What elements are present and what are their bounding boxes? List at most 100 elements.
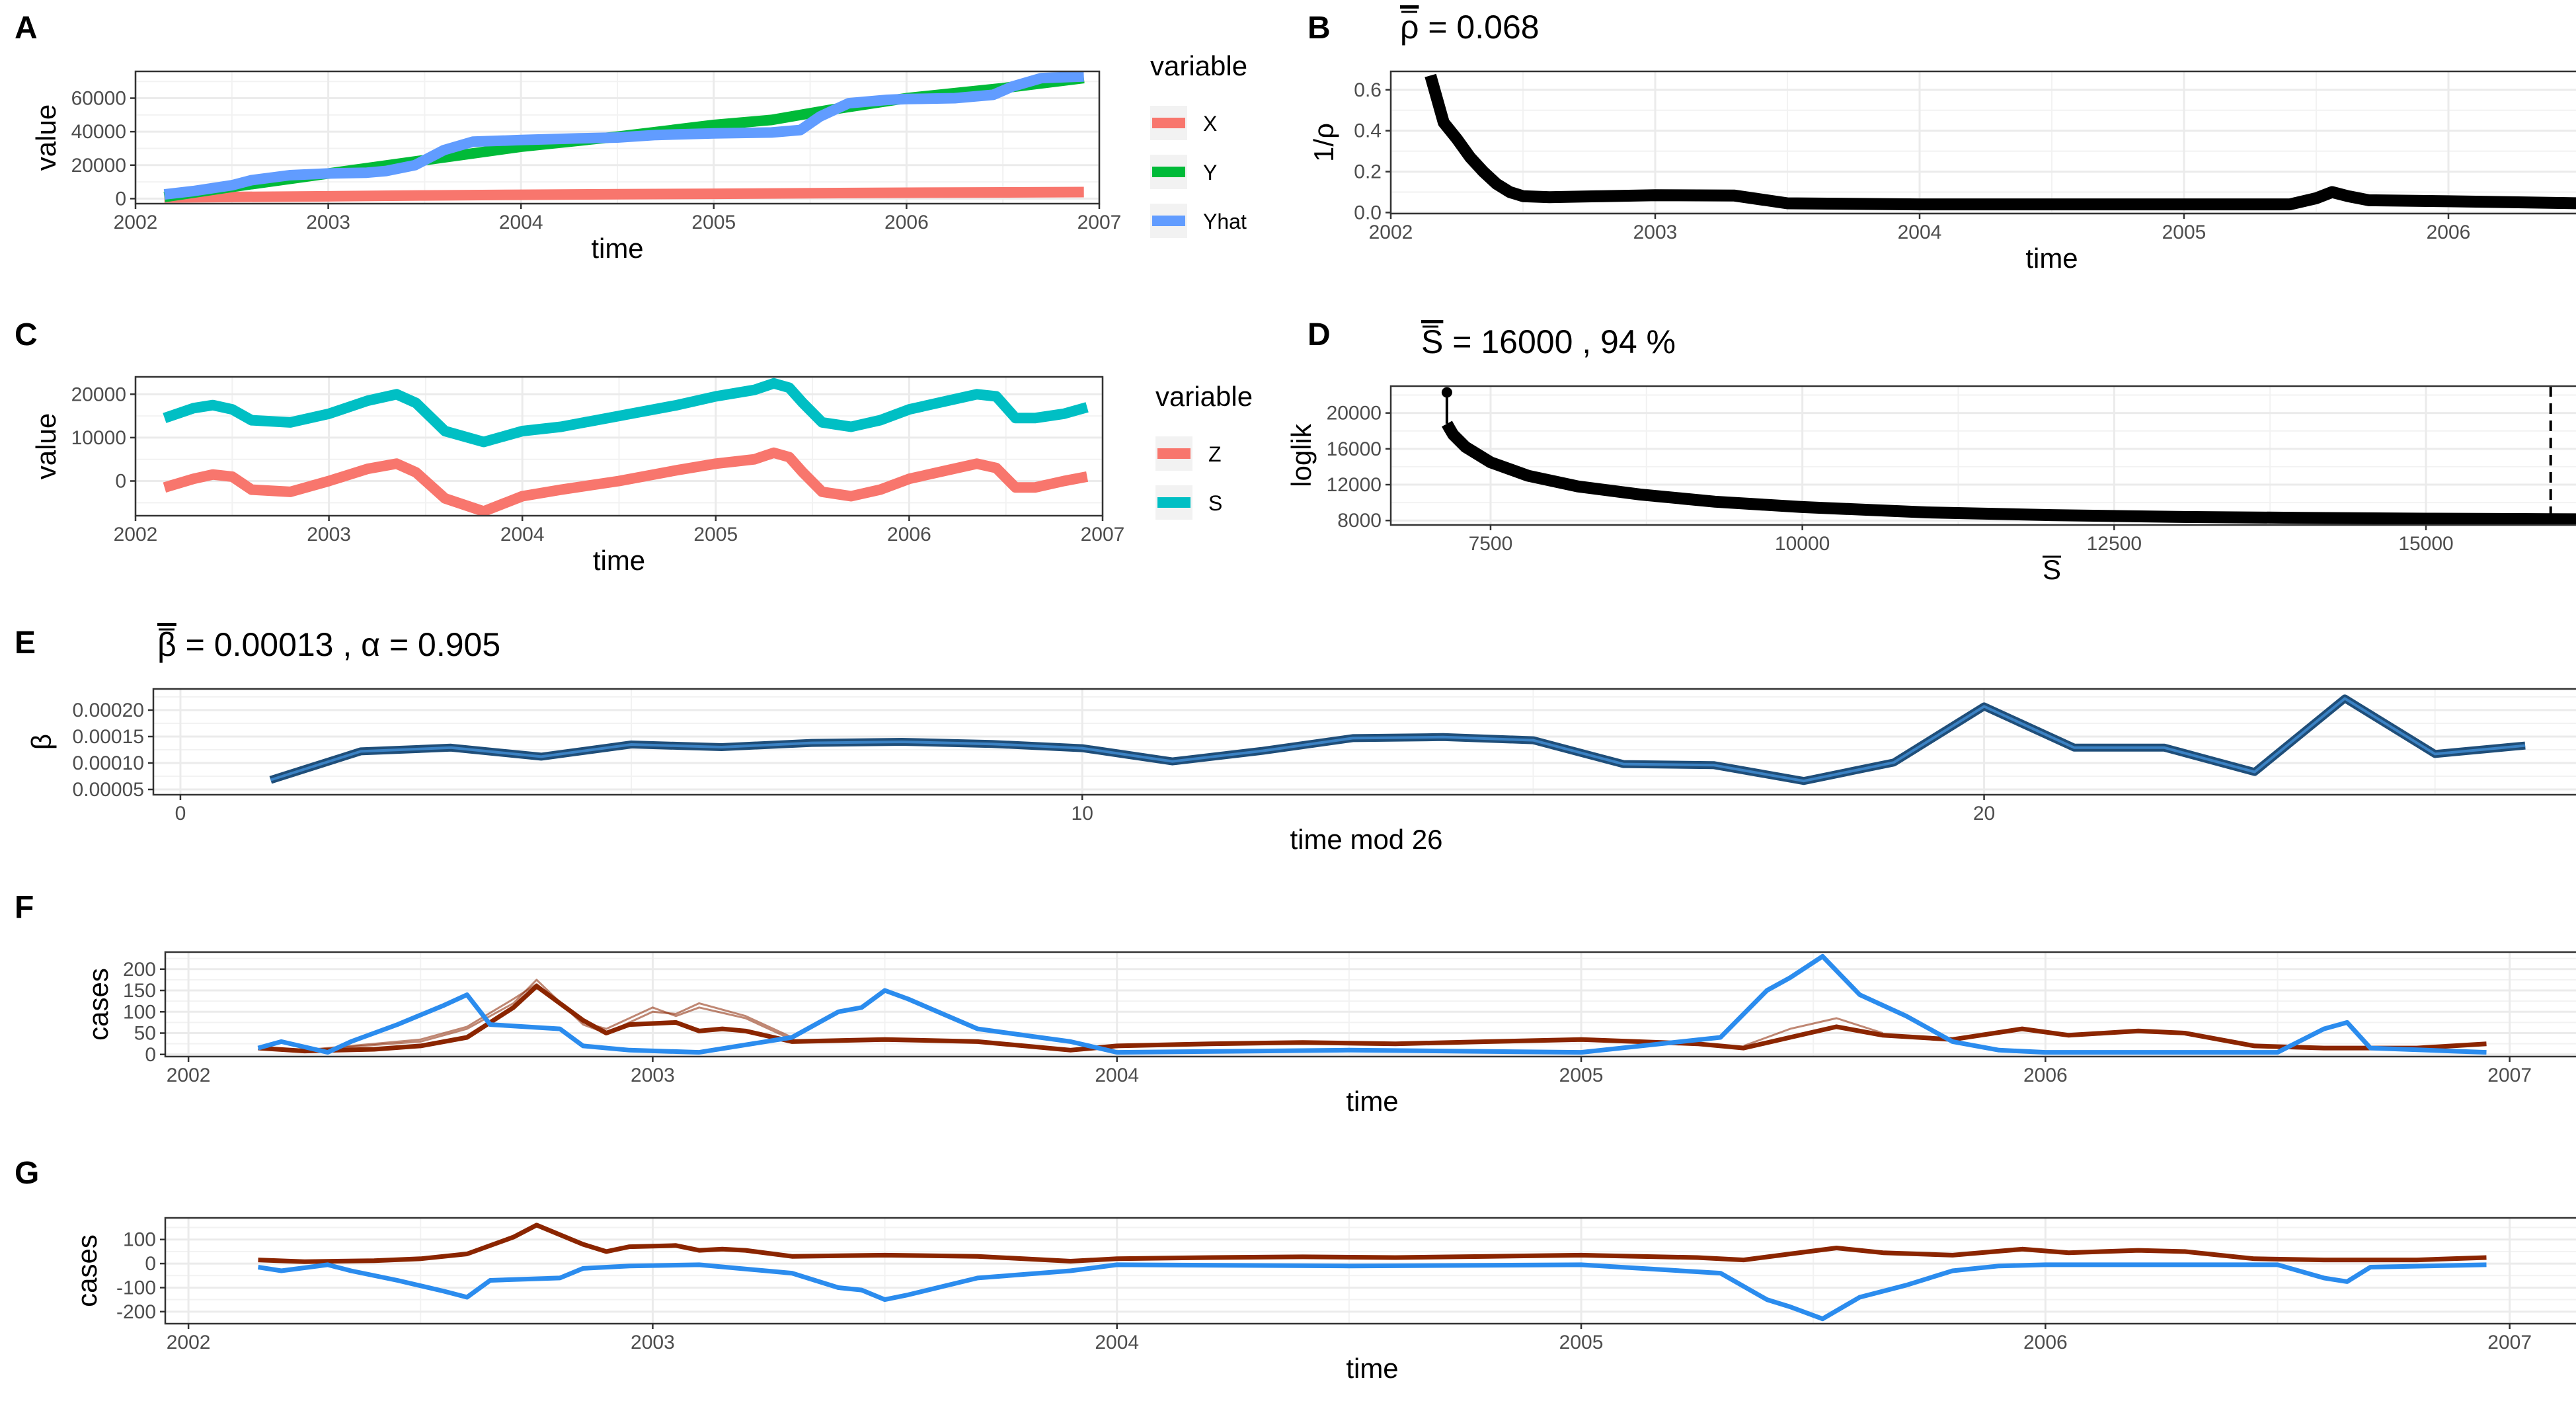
x-tick-label: 10: [1072, 803, 1093, 824]
y-tick-label: 0.6: [1354, 79, 1382, 101]
x-axis-label: time: [2025, 243, 2078, 274]
panel-tag: B: [1308, 11, 1331, 46]
x-tick-label: 2002: [114, 212, 158, 233]
title-text: = 16000 , 94 %: [1443, 323, 1676, 360]
panel-tag: F: [15, 890, 34, 925]
x-tick-label: 2003: [631, 1064, 675, 1086]
series-group: [269, 694, 2526, 785]
panel-border: [134, 376, 1104, 517]
series-line: [163, 71, 1085, 200]
panel-tag: C: [15, 317, 38, 352]
panel-tag: A: [15, 11, 38, 46]
title-text: = 0.00013 , α = 0.905: [176, 626, 500, 663]
x-tick-label: 2004: [1095, 1332, 1139, 1353]
x-tick-label: 2004: [500, 524, 545, 545]
panel-tag: G: [15, 1156, 39, 1191]
y-tick-label: 20000: [71, 383, 126, 405]
gridlines: [1391, 386, 2576, 525]
y-axis-label: 1/ρ: [1308, 123, 1339, 162]
series-line: [257, 953, 2487, 1055]
x-tick-label: 2003: [631, 1332, 675, 1353]
x-tick-label: 2005: [2162, 221, 2206, 243]
y-tick-label: 20000: [1327, 403, 1382, 424]
x-tick-label: 0: [175, 803, 186, 824]
series-line: [258, 1223, 2487, 1264]
y-tick-label: 0.00010: [73, 752, 144, 774]
title-text: = 0.068: [1419, 9, 1539, 46]
x-tick-label: 2005: [1559, 1332, 1604, 1353]
x-tick-label: 2005: [693, 524, 738, 545]
title-symbol: ρ: [1400, 9, 1419, 46]
y-axis-label: cases: [71, 1234, 102, 1307]
y-tick-label: 10000: [71, 427, 126, 449]
series-line-highlight: [270, 697, 2526, 783]
legend-label: Y: [1203, 161, 1217, 184]
panel-d: D S = 16000 , 94 % 7500 10000 12500 15000 8000…: [1286, 317, 2576, 585]
panel-c: C 2002 2003 2004 2005 2006 2007 0 10000 20000 time…: [15, 317, 1253, 576]
y-tick-label: 0.2: [1354, 161, 1382, 183]
y-axis-label: loglik: [1286, 423, 1317, 487]
y-tick-label: 150: [123, 980, 156, 1002]
panel-border: [134, 70, 1101, 205]
y-tick-label: 100: [123, 1001, 156, 1023]
y-tick-label: 8000: [1337, 510, 1382, 532]
x-tick-label: 2003: [1633, 221, 1678, 243]
y-tick-label: 100: [123, 1229, 156, 1251]
series-group: [1441, 387, 2576, 525]
y-tick-label: 0.4: [1354, 120, 1382, 142]
title-symbol: S: [1421, 323, 1443, 360]
x-tick-label: 2007: [1077, 212, 1122, 233]
x-tick-label: 2005: [1559, 1064, 1604, 1086]
x-axis-label: time: [1346, 1086, 1398, 1117]
y-tick-label: 0: [145, 1253, 156, 1275]
y-tick-label: 0.00005: [73, 779, 144, 801]
panel-title: ρ = 0.068: [1400, 9, 1540, 46]
panel-border: [164, 951, 2576, 1058]
series-line: [163, 447, 1089, 516]
legend: variable Z S: [1155, 381, 1253, 520]
series-point: [1441, 387, 1452, 398]
y-tick-label: 0.00015: [73, 726, 144, 748]
legend-title: variable: [1150, 50, 1247, 81]
y-tick-label: -100: [116, 1277, 156, 1299]
panel-title: S = 16000 , 94 %: [1421, 323, 1676, 360]
x-tick-label: 2007: [2487, 1064, 2532, 1086]
gridlines: [165, 1218, 2576, 1324]
legend: variable X Y Yhat: [1150, 50, 1247, 238]
x-axis-label: time: [591, 233, 643, 264]
x-tick-label: 2004: [499, 212, 543, 233]
series-line: [257, 1262, 2487, 1322]
x-tick-label: 2007: [1081, 524, 1125, 545]
series-line: [258, 979, 793, 1051]
legend-title: variable: [1155, 381, 1253, 412]
y-axis-label: value: [30, 413, 61, 479]
gridlines: [1389, 71, 2576, 214]
series-group: [163, 378, 1089, 516]
x-tick-label: 2002: [1369, 221, 1413, 243]
y-tick-label: 0.0: [1354, 202, 1382, 223]
x-tick-label: 20: [1973, 803, 1995, 824]
x-axis-label: time: [593, 545, 645, 576]
x-tick-label: 2007: [2487, 1332, 2532, 1353]
y-tick-label: 60000: [71, 88, 126, 110]
y-tick-label: 12000: [1327, 474, 1382, 496]
x-tick-label: 2004: [1898, 221, 1942, 243]
y-axis-label: β: [26, 734, 57, 750]
series-line: [1442, 421, 2576, 525]
y-tick-label: 20000: [71, 155, 126, 177]
x-tick-label: 2006: [887, 524, 931, 545]
y-tick-label: 50: [134, 1023, 156, 1045]
axis-ticks: 0 10 20 0.00005 0.00010 0.00015 0.00020: [73, 700, 1996, 824]
panel-border: [1389, 385, 2576, 526]
x-tick-label: 2006: [2427, 221, 2471, 243]
y-axis-label: value: [30, 104, 61, 171]
series-group: [257, 953, 2487, 1055]
x-tick-label: 2006: [884, 212, 929, 233]
panel-tag: E: [15, 625, 36, 661]
series-line: [258, 984, 2487, 1054]
x-tick-label: 2002: [167, 1064, 211, 1086]
x-tick-label: 15000: [2398, 533, 2453, 555]
